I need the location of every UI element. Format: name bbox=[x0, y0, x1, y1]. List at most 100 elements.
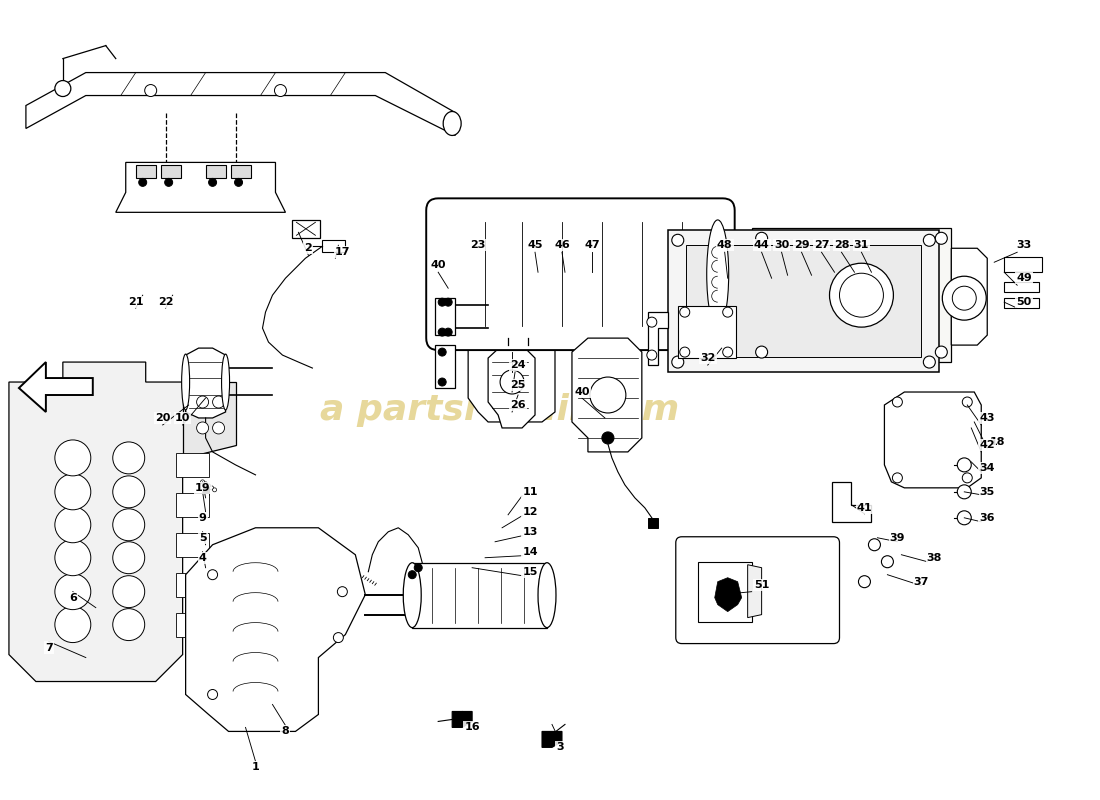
Text: 39: 39 bbox=[890, 533, 905, 542]
Polygon shape bbox=[748, 565, 761, 618]
Circle shape bbox=[55, 507, 91, 542]
Circle shape bbox=[200, 480, 205, 484]
Circle shape bbox=[438, 328, 447, 336]
Circle shape bbox=[165, 178, 173, 186]
Circle shape bbox=[55, 606, 91, 642]
Text: 51: 51 bbox=[754, 580, 769, 590]
Text: 19: 19 bbox=[195, 483, 210, 493]
Text: 40: 40 bbox=[574, 387, 590, 397]
Bar bbox=[1004, 282, 1040, 292]
Polygon shape bbox=[322, 240, 345, 252]
Text: 21: 21 bbox=[128, 297, 143, 307]
Text: 41: 41 bbox=[857, 503, 872, 513]
Circle shape bbox=[590, 377, 626, 413]
Polygon shape bbox=[186, 528, 365, 731]
Circle shape bbox=[892, 473, 902, 483]
Text: 33: 33 bbox=[1016, 240, 1032, 250]
Text: 38: 38 bbox=[926, 553, 942, 562]
Polygon shape bbox=[412, 562, 547, 628]
Circle shape bbox=[55, 440, 91, 476]
Polygon shape bbox=[751, 228, 952, 362]
Circle shape bbox=[275, 85, 286, 97]
Text: 35: 35 bbox=[980, 487, 994, 497]
Circle shape bbox=[55, 540, 91, 576]
Polygon shape bbox=[572, 338, 641, 452]
Text: 50: 50 bbox=[1016, 297, 1032, 307]
Text: 49: 49 bbox=[1016, 274, 1032, 283]
Circle shape bbox=[943, 276, 987, 320]
Polygon shape bbox=[469, 338, 556, 422]
Bar bbox=[1004, 298, 1040, 308]
Bar bbox=[668, 230, 939, 372]
Circle shape bbox=[444, 298, 452, 306]
Text: 34: 34 bbox=[979, 463, 996, 473]
Circle shape bbox=[756, 232, 768, 244]
Circle shape bbox=[113, 442, 145, 474]
Circle shape bbox=[680, 347, 690, 357]
Text: 29: 29 bbox=[794, 240, 810, 250]
Polygon shape bbox=[19, 362, 92, 412]
Text: 9: 9 bbox=[199, 513, 207, 522]
Circle shape bbox=[723, 307, 733, 317]
Circle shape bbox=[923, 356, 935, 368]
Circle shape bbox=[209, 178, 217, 186]
Polygon shape bbox=[952, 248, 987, 345]
Text: 27: 27 bbox=[814, 240, 829, 250]
Circle shape bbox=[333, 633, 343, 642]
Text: 2: 2 bbox=[305, 243, 312, 254]
Circle shape bbox=[415, 564, 422, 572]
Text: 31: 31 bbox=[854, 240, 869, 250]
Polygon shape bbox=[176, 533, 209, 557]
Text: 15: 15 bbox=[522, 566, 538, 577]
Text: 18: 18 bbox=[990, 437, 1005, 447]
Circle shape bbox=[210, 486, 213, 490]
Circle shape bbox=[234, 178, 242, 186]
Circle shape bbox=[438, 298, 447, 306]
Text: 4: 4 bbox=[199, 553, 207, 562]
Circle shape bbox=[145, 85, 156, 97]
Circle shape bbox=[957, 511, 971, 525]
Circle shape bbox=[113, 609, 145, 641]
Circle shape bbox=[839, 274, 883, 317]
Circle shape bbox=[204, 482, 208, 486]
Circle shape bbox=[858, 576, 870, 588]
Circle shape bbox=[647, 350, 657, 360]
Polygon shape bbox=[161, 166, 180, 178]
Circle shape bbox=[113, 509, 145, 541]
Bar bbox=[1004, 258, 1042, 272]
Circle shape bbox=[197, 396, 209, 408]
Circle shape bbox=[208, 570, 218, 580]
Circle shape bbox=[207, 484, 210, 488]
Circle shape bbox=[338, 586, 348, 597]
Circle shape bbox=[212, 396, 224, 408]
Text: 6: 6 bbox=[69, 593, 77, 602]
Polygon shape bbox=[436, 298, 455, 335]
Text: 3: 3 bbox=[557, 742, 564, 752]
Bar bbox=[678, 306, 736, 358]
Circle shape bbox=[55, 574, 91, 610]
Text: 45: 45 bbox=[527, 240, 542, 250]
Circle shape bbox=[438, 348, 447, 356]
Polygon shape bbox=[183, 382, 235, 458]
Polygon shape bbox=[176, 493, 209, 517]
Circle shape bbox=[868, 538, 880, 550]
Circle shape bbox=[723, 347, 733, 357]
Text: 8: 8 bbox=[282, 726, 289, 737]
Circle shape bbox=[935, 232, 947, 244]
Circle shape bbox=[892, 397, 902, 407]
Ellipse shape bbox=[706, 220, 728, 329]
Circle shape bbox=[672, 356, 684, 368]
FancyBboxPatch shape bbox=[675, 537, 839, 643]
Text: 14: 14 bbox=[522, 546, 538, 557]
FancyBboxPatch shape bbox=[426, 198, 735, 350]
Text: 5: 5 bbox=[199, 533, 207, 542]
Text: 24: 24 bbox=[510, 360, 526, 370]
Text: 26: 26 bbox=[510, 400, 526, 410]
Ellipse shape bbox=[182, 354, 189, 410]
Polygon shape bbox=[176, 573, 209, 597]
Circle shape bbox=[953, 286, 977, 310]
Circle shape bbox=[444, 328, 452, 336]
Text: 20: 20 bbox=[155, 413, 170, 423]
Circle shape bbox=[680, 307, 690, 317]
Circle shape bbox=[212, 488, 217, 492]
